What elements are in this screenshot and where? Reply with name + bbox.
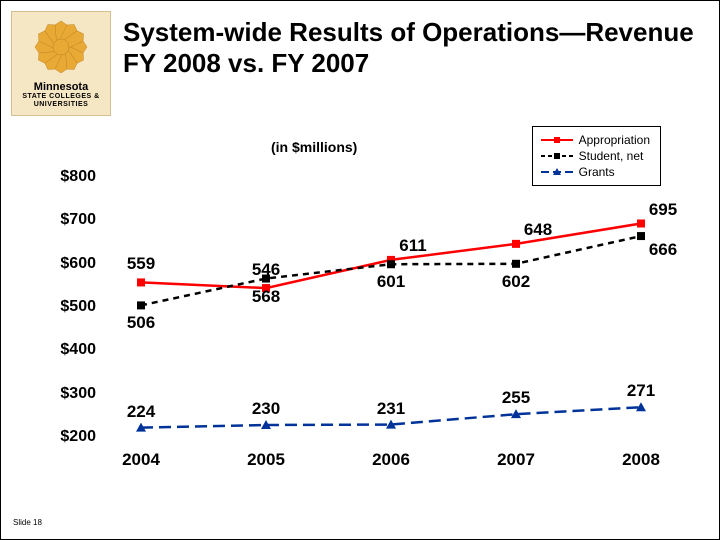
data-label: 230 bbox=[252, 399, 280, 419]
data-label: 546 bbox=[252, 260, 280, 280]
data-label: 611 bbox=[399, 236, 426, 256]
legend-marker-appropriation bbox=[541, 134, 573, 146]
data-label: 271 bbox=[627, 381, 655, 401]
x-axis-label: 2008 bbox=[611, 450, 671, 470]
x-axis-label: 2005 bbox=[236, 450, 296, 470]
data-label: 648 bbox=[524, 220, 552, 240]
data-label: 666 bbox=[649, 240, 677, 260]
legend-label: Student, net bbox=[579, 149, 644, 163]
data-label: 559 bbox=[127, 254, 155, 274]
data-label: 568 bbox=[252, 287, 280, 307]
data-label: 602 bbox=[502, 272, 530, 292]
slide-number: Slide 18 bbox=[13, 518, 42, 527]
revenue-chart: (in $millions) Appropriation Student, ne… bbox=[41, 136, 691, 496]
data-label: 255 bbox=[502, 388, 530, 408]
logo-text: Minnesota STATE COLLEGES & UNIVERSITIES bbox=[12, 81, 110, 108]
y-axis-label: $400 bbox=[41, 341, 96, 359]
data-label: 224 bbox=[127, 402, 155, 422]
y-axis-label: $300 bbox=[41, 385, 96, 403]
legend-item: Student, net bbox=[541, 149, 650, 163]
chart-subtitle: (in $millions) bbox=[271, 139, 357, 155]
logo: Minnesota STATE COLLEGES & UNIVERSITIES bbox=[11, 11, 111, 116]
legend-marker-student bbox=[541, 150, 573, 162]
page-title: System-wide Results of Operations—Revenu… bbox=[123, 11, 699, 79]
data-label: 695 bbox=[649, 200, 677, 220]
data-label: 601 bbox=[377, 272, 405, 292]
logo-text-top: Minnesota bbox=[34, 81, 88, 93]
x-axis-label: 2007 bbox=[486, 450, 546, 470]
data-label: 231 bbox=[377, 399, 405, 419]
y-axis-label: $700 bbox=[41, 211, 96, 229]
legend-item: Appropriation bbox=[541, 133, 650, 147]
y-axis-label: $500 bbox=[41, 298, 96, 316]
logo-starburst-icon bbox=[33, 19, 89, 75]
y-axis-label: $800 bbox=[41, 168, 96, 186]
logo-text-bottom: STATE COLLEGES & UNIVERSITIES bbox=[12, 93, 110, 108]
x-axis-label: 2006 bbox=[361, 450, 421, 470]
data-label: 506 bbox=[127, 313, 155, 333]
legend-label: Appropriation bbox=[579, 133, 650, 147]
x-axis-label: 2004 bbox=[111, 450, 171, 470]
y-axis-label: $200 bbox=[41, 428, 96, 446]
chart-plot: 5595466116486955065686016026662242302312… bbox=[101, 166, 671, 456]
y-axis-label: $600 bbox=[41, 255, 96, 273]
